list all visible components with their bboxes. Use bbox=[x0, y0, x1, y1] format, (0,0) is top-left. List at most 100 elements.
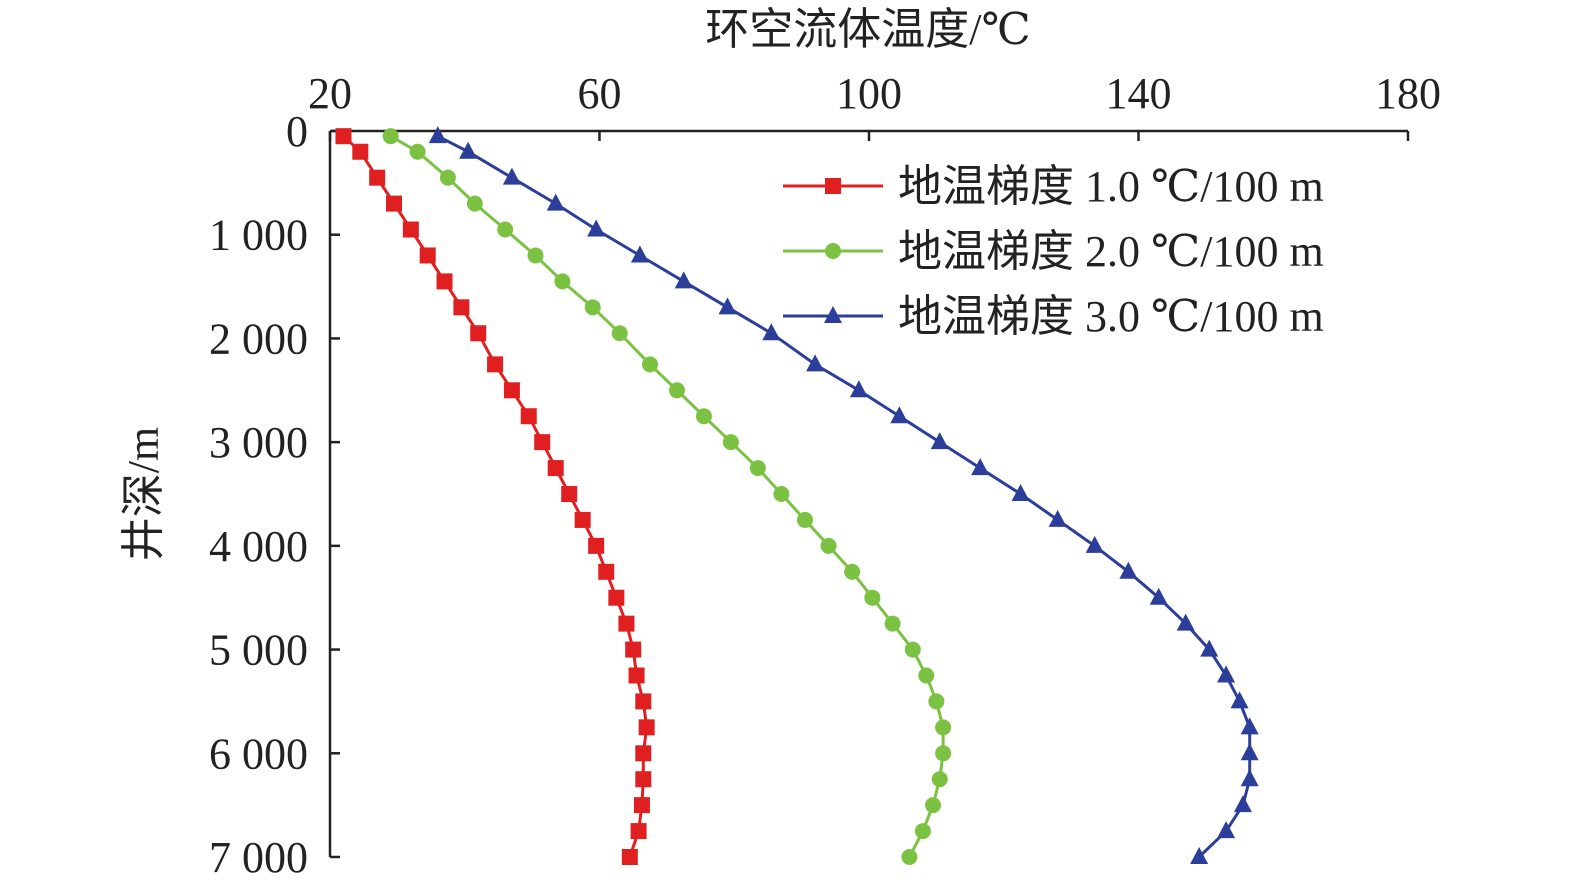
y-ticks: 0 1 000 2 000 3 000 4 000 5 000 6 000 7 000 bbox=[209, 107, 340, 882]
data-point-gradient-3 bbox=[1149, 587, 1168, 605]
data-point-gradient-2 bbox=[914, 823, 931, 840]
data-point-gradient-2 bbox=[642, 356, 659, 373]
y-tick-label: 4 000 bbox=[209, 522, 308, 571]
data-point-gradient-2 bbox=[749, 460, 766, 477]
data-point-gradient-2 bbox=[918, 667, 935, 684]
data-point-gradient-3 bbox=[1217, 665, 1236, 683]
data-point-gradient-1 bbox=[618, 615, 635, 632]
data-point-gradient-1 bbox=[628, 667, 645, 684]
data-point-gradient-3 bbox=[890, 406, 909, 424]
data-point-gradient-2 bbox=[796, 511, 813, 528]
data-point-gradient-1 bbox=[633, 797, 650, 814]
data-point-gradient-2 bbox=[439, 169, 456, 186]
legend-marker-gradient-3 bbox=[824, 306, 842, 323]
x-axis-title: 环空流体温度/℃ bbox=[705, 5, 1030, 54]
data-point-gradient-3 bbox=[1233, 795, 1252, 813]
data-point-gradient-2 bbox=[773, 486, 790, 502]
data-point-gradient-2 bbox=[497, 221, 514, 238]
data-point-gradient-2 bbox=[935, 745, 952, 762]
data-point-gradient-1 bbox=[487, 356, 504, 373]
data-point-gradient-1 bbox=[402, 221, 419, 238]
data-point-gradient-2 bbox=[820, 537, 837, 554]
data-point-gradient-3 bbox=[674, 271, 693, 289]
data-point-gradient-1 bbox=[574, 511, 591, 528]
data-point-gradient-3 bbox=[849, 380, 868, 398]
data-point-gradient-3 bbox=[806, 354, 825, 372]
x-tick-label: 140 bbox=[1106, 69, 1172, 118]
data-point-gradient-3 bbox=[1011, 484, 1030, 501]
legend-item-gradient-2: 地温梯度 2.0 ℃/100 m bbox=[783, 227, 1324, 276]
series-gradient-3 bbox=[428, 126, 1259, 864]
data-point-gradient-3 bbox=[1230, 691, 1249, 709]
legend-item-gradient-3: 地温梯度 3.0 ℃/100 m bbox=[783, 292, 1324, 341]
data-point-gradient-3 bbox=[630, 245, 649, 263]
data-point-gradient-3 bbox=[1240, 769, 1259, 787]
data-point-gradient-3 bbox=[546, 193, 565, 211]
data-point-gradient-1 bbox=[547, 460, 564, 477]
data-point-gradient-1 bbox=[625, 641, 642, 658]
plot-series bbox=[335, 126, 1259, 865]
y-tick-label: 1 000 bbox=[209, 211, 308, 260]
data-point-gradient-2 bbox=[466, 195, 483, 212]
legend-label-gradient-3: 地温梯度 3.0 ℃/100 m bbox=[898, 292, 1324, 341]
data-point-gradient-3 bbox=[1190, 847, 1209, 864]
data-point-gradient-3 bbox=[1119, 561, 1138, 579]
series-line-gradient-1 bbox=[342, 135, 649, 858]
data-point-gradient-2 bbox=[864, 589, 881, 606]
x-tick-label: 60 bbox=[578, 69, 622, 118]
data-point-gradient-2 bbox=[409, 143, 426, 160]
data-point-gradient-2 bbox=[668, 382, 685, 399]
data-point-gradient-3 bbox=[718, 297, 737, 315]
data-point-gradient-1 bbox=[630, 823, 647, 840]
data-point-gradient-1 bbox=[453, 299, 470, 316]
legend-label-gradient-2: 地温梯度 2.0 ℃/100 m bbox=[898, 227, 1324, 276]
data-point-gradient-3 bbox=[1200, 639, 1219, 657]
data-point-gradient-2 bbox=[884, 615, 901, 632]
data-point-gradient-1 bbox=[419, 247, 436, 264]
data-point-gradient-3 bbox=[1085, 535, 1104, 553]
data-point-gradient-2 bbox=[901, 849, 918, 865]
data-point-gradient-2 bbox=[928, 693, 945, 710]
data-point-gradient-1 bbox=[638, 719, 655, 736]
data-point-gradient-1 bbox=[335, 128, 352, 145]
y-tick-label: 7 000 bbox=[209, 833, 308, 882]
series-line-gradient-2 bbox=[389, 134, 945, 858]
legend-marker-gradient-1 bbox=[825, 178, 841, 194]
data-point-gradient-3 bbox=[1240, 717, 1259, 735]
data-point-gradient-1 bbox=[635, 693, 652, 710]
data-point-gradient-2 bbox=[844, 563, 861, 580]
data-point-gradient-1 bbox=[635, 771, 652, 788]
data-point-gradient-2 bbox=[382, 128, 399, 145]
data-point-gradient-3 bbox=[1217, 821, 1236, 839]
data-point-gradient-1 bbox=[369, 169, 386, 186]
data-point-gradient-2 bbox=[931, 771, 948, 788]
data-point-gradient-3 bbox=[971, 458, 990, 476]
data-point-gradient-1 bbox=[503, 382, 520, 399]
data-point-gradient-3 bbox=[502, 167, 521, 185]
series-gradient-1 bbox=[335, 128, 655, 865]
data-point-gradient-3 bbox=[1240, 743, 1259, 761]
data-point-gradient-1 bbox=[436, 273, 453, 290]
data-point-gradient-2 bbox=[695, 408, 712, 425]
data-point-gradient-1 bbox=[386, 195, 403, 212]
data-point-gradient-1 bbox=[520, 408, 537, 425]
data-point-gradient-1 bbox=[561, 486, 578, 502]
x-tick-label: 180 bbox=[1375, 69, 1441, 118]
data-point-gradient-2 bbox=[611, 325, 628, 342]
data-point-gradient-3 bbox=[587, 219, 606, 237]
legend-item-gradient-1: 地温梯度 1.0 ℃/100 m bbox=[783, 162, 1324, 211]
data-point-gradient-2 bbox=[935, 719, 952, 736]
data-point-gradient-3 bbox=[1176, 613, 1195, 631]
y-tick-label: 0 bbox=[286, 107, 308, 156]
legend-marker-gradient-2 bbox=[825, 243, 841, 259]
data-point-gradient-3 bbox=[1048, 509, 1067, 527]
y-tick-label: 6 000 bbox=[209, 729, 308, 778]
data-point-gradient-1 bbox=[635, 745, 652, 762]
data-point-gradient-1 bbox=[598, 563, 615, 580]
data-point-gradient-3 bbox=[762, 323, 781, 341]
data-point-gradient-2 bbox=[527, 247, 544, 264]
y-axis-title: 井深/m bbox=[119, 427, 168, 561]
data-point-gradient-2 bbox=[554, 273, 571, 290]
data-point-gradient-3 bbox=[428, 126, 447, 144]
